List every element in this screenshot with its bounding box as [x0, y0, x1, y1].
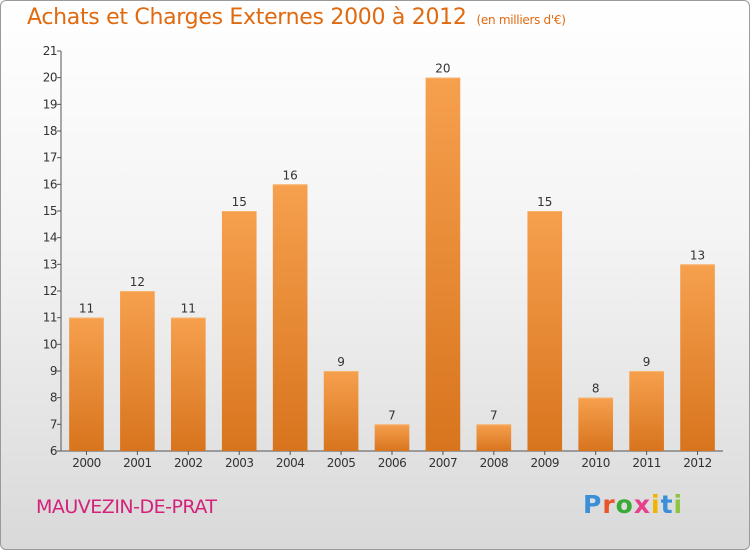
chart-title: Achats et Charges Externes 2000 à 2012 (e…	[27, 5, 566, 30]
bar-value-label: 8	[592, 382, 600, 396]
x-tick-label: 2003	[225, 456, 254, 470]
bar	[680, 264, 715, 451]
bar-value-label: 13	[690, 248, 705, 262]
logo-letter: i	[651, 490, 661, 519]
y-tick-label: 9	[50, 364, 57, 378]
bar-value-label: 11	[79, 302, 94, 316]
bar	[221, 211, 257, 451]
y-tick-label: 11	[43, 311, 57, 325]
x-tick-label: 2009	[530, 456, 559, 470]
bar	[527, 211, 563, 451]
y-tick-label: 18	[43, 124, 57, 138]
y-tick-label: 15	[43, 204, 57, 218]
bar	[425, 77, 461, 452]
logo-letter: o	[615, 490, 634, 519]
logo-letter: P	[583, 490, 603, 519]
y-tick-label: 7	[50, 417, 57, 431]
y-tick-label: 8	[50, 391, 57, 405]
bar	[374, 424, 410, 451]
logo-letter: x	[633, 490, 651, 519]
chart-title-text: Achats et Charges Externes 2000 à 2012	[27, 5, 467, 30]
x-tick-label: 2002	[174, 456, 203, 470]
x-tick-label: 2005	[327, 456, 356, 470]
logo-letter: i	[673, 490, 684, 519]
y-tick-label: 12	[43, 284, 57, 298]
x-tick-label: 2004	[276, 456, 305, 470]
y-tick-label: 17	[43, 151, 57, 165]
commune-name: MAUVEZIN-DE-PRAT	[36, 496, 217, 518]
bar-value-label: 9	[337, 355, 345, 369]
y-tick-label: 16	[43, 177, 57, 191]
y-tick-label: 19	[43, 97, 57, 111]
bar	[120, 291, 155, 451]
bar	[170, 317, 206, 451]
x-tick-label: 2011	[632, 456, 661, 470]
x-tick-label: 2007	[429, 456, 458, 470]
y-tick-label: 20	[43, 71, 57, 85]
proxiti-logo: Proxiti	[583, 490, 683, 519]
bar	[323, 371, 359, 451]
x-tick-label: 2010	[581, 456, 610, 470]
bar-value-label: 12	[130, 275, 145, 289]
bar-value-label: 20	[435, 62, 450, 76]
x-tick-label: 2006	[378, 456, 407, 470]
y-tick-label: 14	[43, 231, 57, 245]
y-tick-label: 6	[50, 444, 57, 458]
bar-value-label: 11	[181, 302, 196, 316]
x-tick-label: 2012	[683, 456, 712, 470]
bar-value-label: 9	[643, 355, 651, 369]
axes: 6 7 8 9 10 11 12 13 14 15 16 17 18 19 20 21	[43, 44, 723, 458]
bar-value-label: 15	[537, 195, 552, 209]
bar	[69, 317, 104, 451]
bars	[69, 77, 715, 452]
y-tick-label: 13	[43, 257, 57, 271]
bar	[272, 184, 308, 452]
bar-value-label: 15	[232, 195, 247, 209]
x-tick-label: 2008	[480, 456, 509, 470]
bar-value-label: 16	[283, 168, 298, 182]
bar	[476, 424, 512, 451]
chart-unit: (en milliers d'€)	[476, 13, 566, 27]
x-tick-label: 2001	[123, 456, 152, 470]
logo-letter: r	[602, 490, 616, 519]
x-tick-label: 2000	[72, 456, 101, 470]
labels: 11 2000 12 2001 11 2002 15 2003 16 2004 9 2005 7 2006…	[72, 62, 712, 470]
y-tick-label: 21	[43, 44, 57, 58]
bar-value-label: 7	[388, 408, 396, 422]
bar	[578, 397, 614, 451]
logo-letter: t	[660, 490, 674, 519]
y-tick-label: 10	[43, 337, 57, 351]
bar-value-label: 7	[490, 408, 498, 422]
bar	[629, 371, 664, 451]
